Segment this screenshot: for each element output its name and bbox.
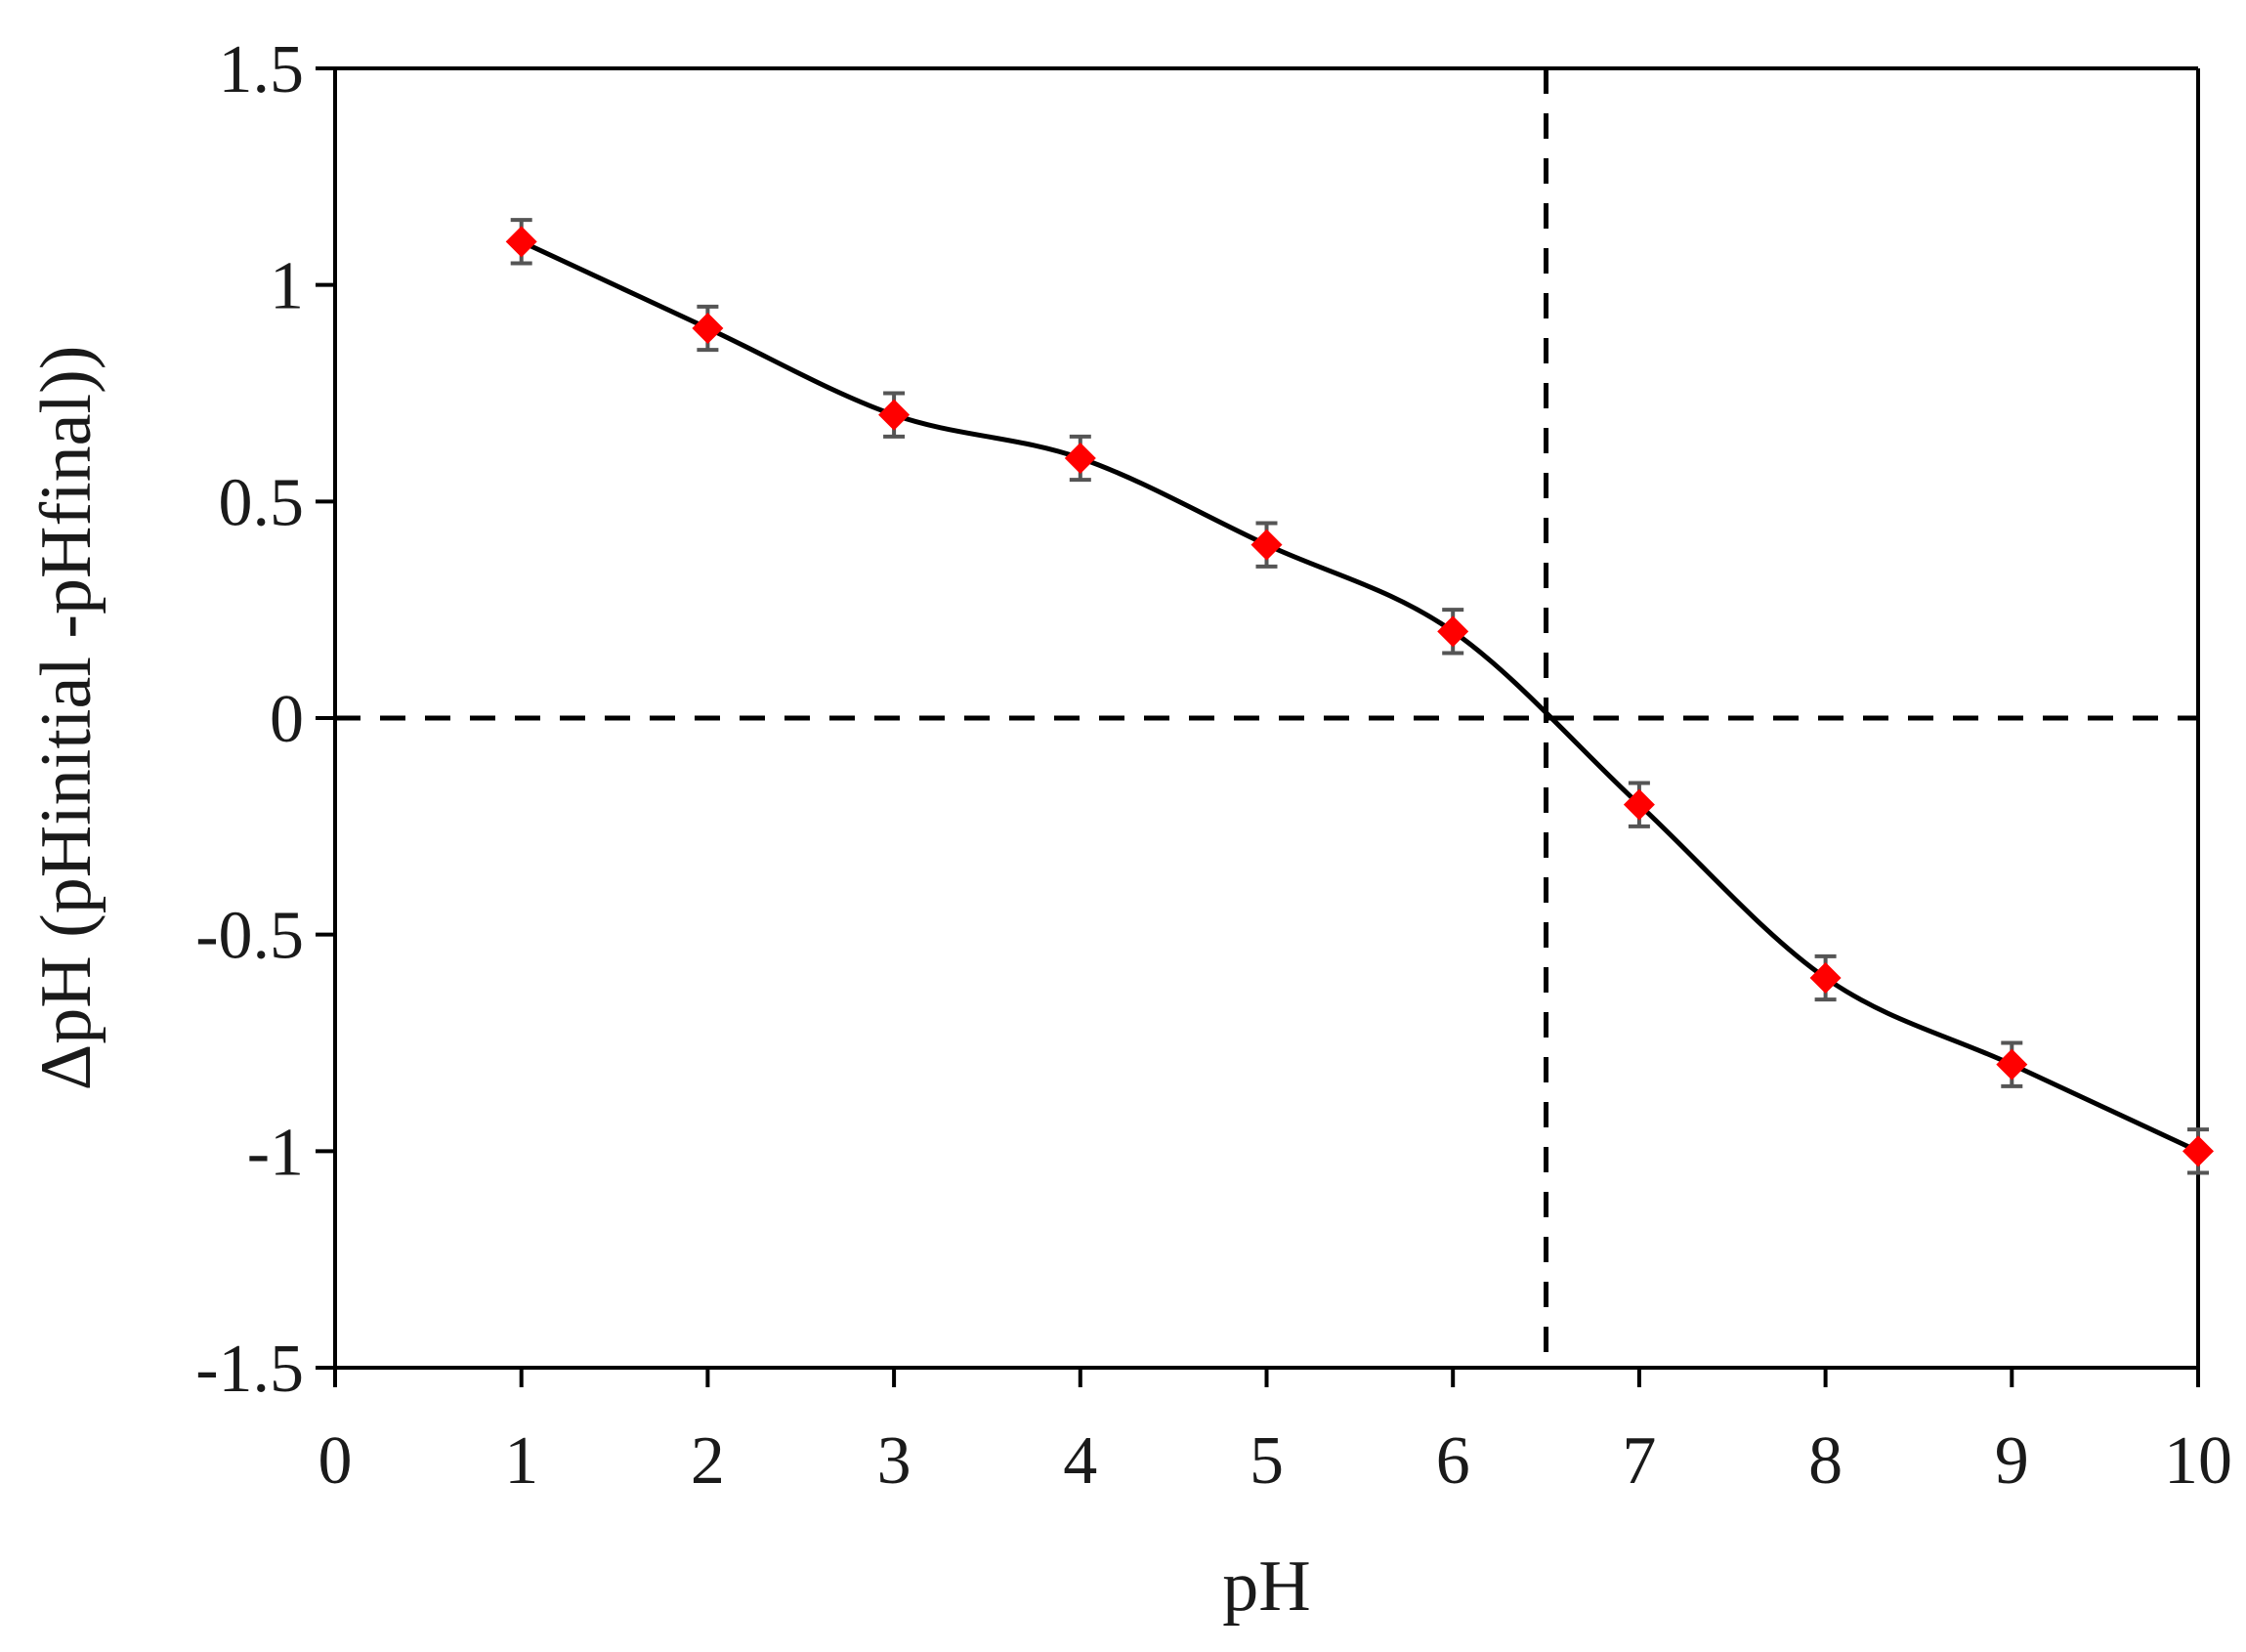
data-point bbox=[1623, 788, 1655, 821]
x-tick-label: 8 bbox=[1808, 1423, 1843, 1499]
series-line bbox=[520, 239, 2200, 1154]
y-tick-label: -0.5 bbox=[195, 899, 304, 974]
y-tick-label: 1.5 bbox=[219, 32, 305, 107]
x-tick-label: 9 bbox=[1995, 1423, 2029, 1499]
data-point bbox=[1996, 1048, 2028, 1080]
y-tick-label: 0.5 bbox=[219, 465, 305, 540]
data-point bbox=[1250, 529, 1283, 561]
data-point bbox=[2182, 1135, 2214, 1167]
data-point bbox=[1064, 443, 1096, 474]
y-tick-label: 1 bbox=[270, 249, 304, 324]
x-tick-label: 3 bbox=[877, 1423, 911, 1499]
data-point bbox=[1437, 615, 1469, 648]
x-tick-label: 2 bbox=[691, 1423, 725, 1499]
x-tick-label: 5 bbox=[1250, 1423, 1284, 1499]
y-tick-label: 0 bbox=[270, 682, 304, 757]
y-axis-title: ΔpH (pHinitial -pHfinal)) bbox=[26, 346, 106, 1091]
data-point bbox=[505, 226, 537, 258]
x-tick-label: 4 bbox=[1063, 1423, 1097, 1499]
x-tick-label: 6 bbox=[1436, 1423, 1470, 1499]
x-tick-label: 1 bbox=[504, 1423, 538, 1499]
ticks: 1.510.50-0.5-1-1.50 1 2 3 4 5 6 7 8 9 10 bbox=[195, 32, 2232, 1499]
data-point bbox=[878, 399, 911, 431]
series bbox=[505, 218, 2214, 1175]
x-tick-label: 0 bbox=[318, 1423, 353, 1499]
data-point bbox=[692, 313, 724, 344]
y-tick-label: -1.5 bbox=[195, 1332, 304, 1407]
x-tick-label: 7 bbox=[1622, 1423, 1656, 1499]
data-point bbox=[1809, 962, 1842, 994]
y-tick-label: -1 bbox=[247, 1115, 304, 1190]
x-tick-label: 10 bbox=[2164, 1423, 2232, 1499]
x-axis-title: pH bbox=[1222, 1546, 1310, 1627]
reference-lines bbox=[335, 68, 2198, 1368]
